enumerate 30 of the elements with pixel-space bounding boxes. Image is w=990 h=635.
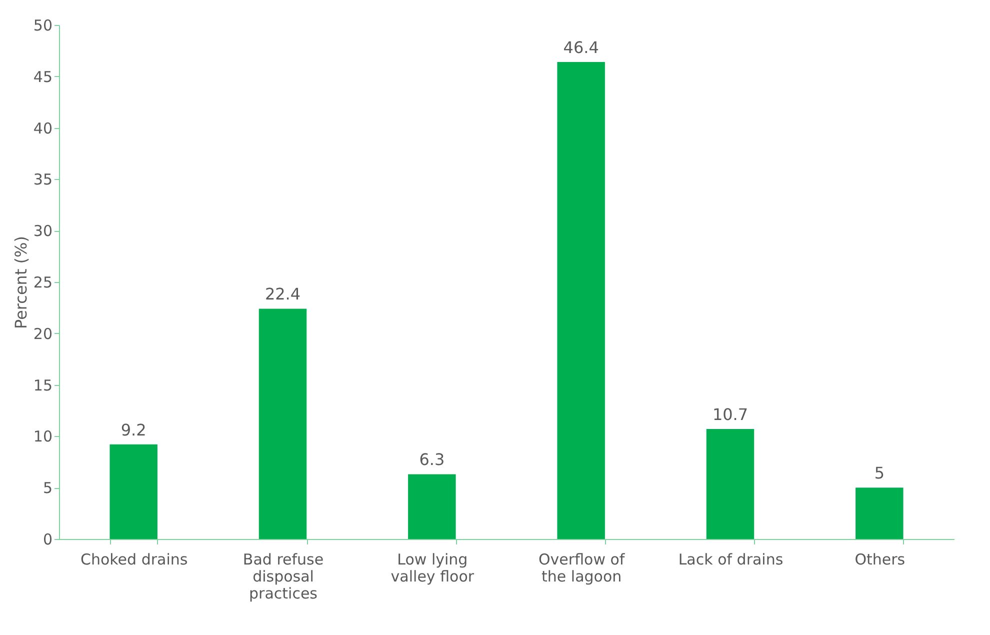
data-label: 10.7 [712, 405, 748, 424]
y-tick-label: 45 [33, 68, 52, 86]
y-tick-label: 50 [33, 16, 52, 34]
data-label: 22.4 [264, 284, 301, 304]
y-tick-label: 20 [33, 324, 52, 343]
y-tick-label: 35 [33, 170, 52, 189]
bar [258, 308, 307, 539]
y-tick-label: 25 [33, 274, 52, 292]
bar [557, 62, 605, 539]
y-tick-label: 40 [33, 119, 52, 138]
x-tick-label: Bad refuse disposal practices [242, 550, 324, 602]
data-label: 5 [874, 464, 885, 483]
data-label: 6.3 [419, 450, 445, 470]
data-label: 9.2 [120, 420, 146, 440]
bar [706, 429, 754, 539]
x-tick-label: Low lying valley floor [390, 550, 475, 586]
bar [856, 488, 904, 539]
y-tick-label: 10 [33, 428, 52, 446]
y-tick-label: 0 [42, 530, 52, 548]
x-tick-label: Choked drains [80, 550, 188, 568]
y-tick-label: 30 [33, 222, 52, 240]
x-tick-label: Others [854, 550, 906, 568]
bar [110, 444, 158, 539]
x-tick-label: Lack of drains [678, 550, 784, 568]
data-label: 46.4 [563, 38, 599, 58]
x-tick-label: Overflow of the lagoon [538, 550, 626, 586]
y-tick-label: 5 [42, 479, 52, 498]
y-tick-label: 15 [33, 376, 52, 394]
y-axis-title: Percent (%) [11, 236, 30, 329]
bar [408, 474, 456, 539]
